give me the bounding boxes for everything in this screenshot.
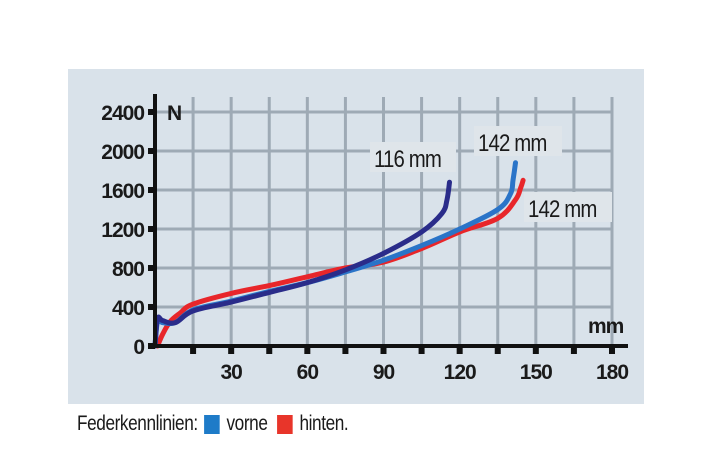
- axes: 0 400 800 1200 1600 2000 2400 30 60 90 120 150 180: [101, 94, 629, 384]
- x-tick-label: 60: [297, 361, 319, 384]
- x-tick-mark: [456, 346, 463, 354]
- annotation-label: 142 mm: [478, 129, 547, 156]
- x-tick-mark: [570, 346, 577, 354]
- y-tick-mark: [148, 109, 155, 115]
- annotation-box: [474, 126, 562, 156]
- x-tick-mark: [532, 346, 539, 354]
- y-tick-label: 1600: [101, 180, 144, 203]
- x-tick-mark: [609, 346, 615, 354]
- x-tick-mark: [418, 346, 425, 354]
- legend-label-vorne: vorne: [226, 412, 268, 435]
- y-tick-label: 800: [112, 258, 144, 281]
- y-tick-label: 0: [133, 336, 144, 359]
- x-tick-label: 90: [373, 361, 395, 384]
- x-tick-mark: [304, 346, 311, 354]
- y-tick-mark: [148, 226, 155, 232]
- legend-label-hinten: hinten.: [299, 412, 349, 435]
- x-tick-mark: [380, 346, 387, 354]
- y-tick-mark: [148, 148, 155, 154]
- x-tick-mark: [228, 346, 235, 354]
- y-tick-mark: [148, 343, 155, 349]
- y-tick-mark: [148, 265, 155, 271]
- x-tick-label: 120: [444, 361, 476, 384]
- series-line: [155, 177, 526, 349]
- annotation-box: [370, 142, 456, 172]
- x-tick-mark: [190, 346, 197, 354]
- annotation-label: 116 mm: [374, 145, 441, 172]
- x-tick-mark: [494, 346, 501, 354]
- annotations: 116 mm 142 mm 142 mm: [370, 126, 612, 222]
- x-tick-label: 150: [520, 361, 552, 384]
- annotation-box: [524, 192, 612, 222]
- x-tick-mark: [266, 346, 273, 354]
- annotation-label: 142 mm: [528, 195, 597, 222]
- y-tick-label: 1200: [101, 219, 144, 242]
- y-tick-label: 2000: [101, 141, 144, 164]
- legend-swatch-hinten: [277, 414, 293, 434]
- legend-swatch-vorne: [204, 414, 220, 434]
- y-tick-label: 2400: [101, 102, 144, 125]
- y-tick-mark: [148, 304, 155, 310]
- y-tick-mark: [148, 187, 155, 193]
- legend: Federkennlinien: vorne hinten.: [77, 410, 349, 438]
- legend-title: Federkennlinien:: [77, 412, 198, 435]
- y-tick-label: 400: [112, 297, 144, 320]
- series-line: [152, 179, 452, 349]
- x-axis-unit: mm: [588, 315, 624, 338]
- y-axis-unit: N: [167, 102, 182, 125]
- x-tick-label: 180: [596, 361, 628, 384]
- x-tick-label: 30: [220, 361, 242, 384]
- x-tick-mark: [342, 346, 349, 354]
- chart-panel: [68, 69, 644, 404]
- series-layer: [152, 160, 526, 349]
